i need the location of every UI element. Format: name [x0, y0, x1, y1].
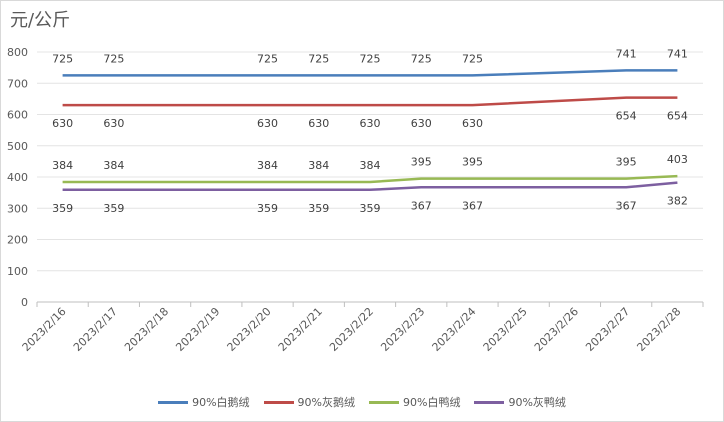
legend-swatch [263, 400, 294, 404]
data-label: 395 [462, 156, 483, 169]
legend-item: 90%灰鹅绒 [263, 394, 355, 410]
legend-label: 90%灰鸭绒 [508, 396, 566, 409]
data-label: 630 [308, 117, 329, 130]
data-label: 359 [103, 202, 124, 215]
data-label: 384 [257, 159, 278, 172]
y-tick-label: 500 [7, 140, 28, 153]
data-label: 382 [667, 195, 688, 208]
legend-swatch [158, 400, 189, 404]
y-tick-label: 400 [7, 171, 28, 184]
y-tick-label: 600 [7, 109, 28, 122]
data-label: 359 [308, 202, 329, 215]
data-label: 654 [616, 110, 637, 123]
x-tick-label: 2023/2/16 [20, 305, 69, 354]
data-label: 741 [667, 47, 688, 60]
data-label: 725 [360, 52, 381, 65]
data-label: 384 [52, 159, 73, 172]
data-label: 725 [308, 52, 329, 65]
data-label: 384 [103, 159, 124, 172]
data-label: 630 [52, 117, 73, 130]
data-label: 725 [257, 52, 278, 65]
data-label: 630 [103, 117, 124, 130]
data-label: 384 [360, 159, 381, 172]
data-label: 725 [52, 52, 73, 65]
x-tick-label: 2023/2/17 [71, 305, 120, 354]
data-label: 630 [257, 117, 278, 130]
legend-swatch [474, 400, 505, 404]
y-tick-label: 200 [7, 234, 28, 247]
data-label: 630 [360, 117, 381, 130]
data-label: 395 [616, 156, 637, 169]
x-tick-label: 2023/2/18 [122, 305, 171, 354]
x-tick-label: 2023/2/25 [481, 305, 530, 354]
legend-swatch [369, 400, 399, 404]
x-tick-label: 2023/2/20 [225, 305, 274, 354]
x-tick-label: 2023/2/19 [173, 305, 222, 354]
x-tick-label: 2023/2/27 [583, 305, 632, 354]
data-label: 403 [667, 153, 688, 166]
y-unit-label: 元/公斤 [10, 10, 71, 31]
data-label: 725 [462, 52, 483, 65]
x-tick-label: 2023/2/26 [532, 305, 581, 354]
x-tick-label: 2023/2/24 [430, 305, 479, 354]
y-tick-label: 800 [7, 46, 28, 59]
series-line [62, 181, 678, 192]
x-tick-label: 2023/2/23 [378, 305, 427, 354]
legend-item: 90%灰鸭绒 [474, 394, 566, 410]
data-label: 741 [616, 47, 637, 60]
data-label: 654 [667, 110, 688, 123]
x-tick-label: 2023/2/22 [327, 305, 376, 354]
chart-legend: 90%白鹅绒 90%灰鹅绒 90%白鸭绒 90%灰鸭绒 [0, 394, 724, 410]
series-line [62, 96, 678, 107]
y-tick-label: 700 [7, 77, 28, 90]
data-label: 395 [411, 156, 432, 169]
legend-item: 90%白鹅绒 [158, 394, 250, 410]
data-label: 367 [616, 199, 637, 212]
y-tick-label: 300 [7, 202, 28, 215]
data-label: 359 [257, 202, 278, 215]
data-label: 630 [411, 117, 432, 130]
data-label: 359 [52, 202, 73, 215]
legend-item: 90%白鸭绒 [369, 394, 460, 410]
data-label: 367 [411, 199, 432, 212]
data-label: 367 [462, 199, 483, 212]
legend-label: 90%灰鹅绒 [297, 396, 355, 409]
y-tick-label: 100 [7, 265, 28, 278]
series-line [62, 174, 678, 184]
legend-label: 90%白鹅绒 [192, 396, 250, 409]
data-label: 359 [360, 202, 381, 215]
legend-label: 90%白鸭绒 [403, 396, 461, 409]
data-label: 630 [462, 117, 483, 130]
data-label: 725 [103, 52, 124, 65]
x-tick-label: 2023/2/21 [276, 305, 325, 354]
data-label: 384 [308, 159, 329, 172]
x-tick-label: 2023/2/28 [634, 305, 683, 354]
data-label: 725 [411, 52, 432, 65]
series-line [62, 69, 678, 77]
y-tick-label: 0 [21, 296, 28, 309]
